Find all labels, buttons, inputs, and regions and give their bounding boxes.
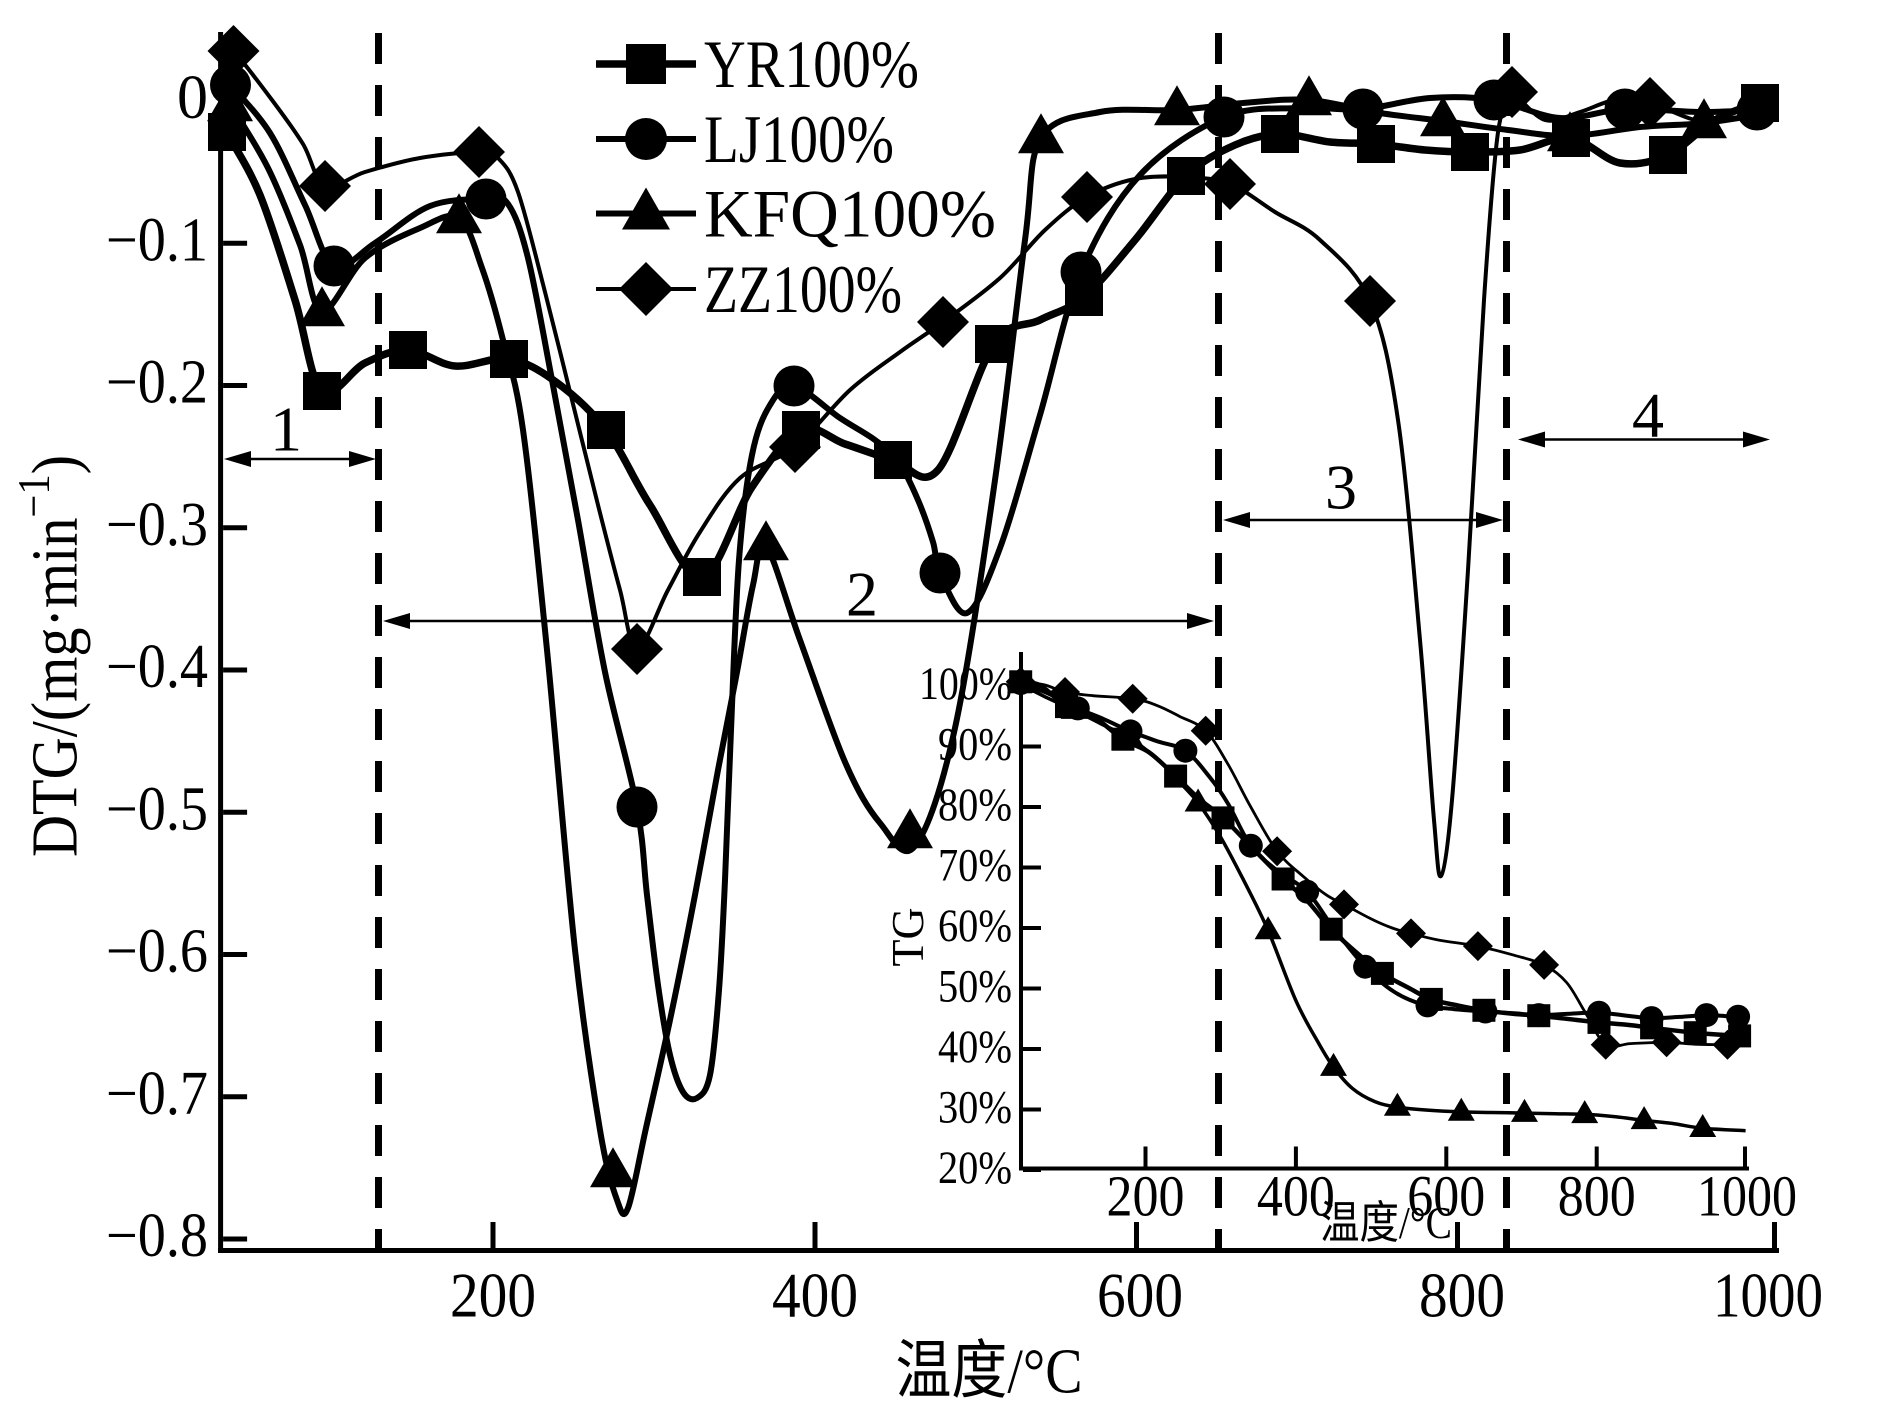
svg-text:−0.5: −0.5 — [106, 775, 208, 843]
svg-text:800: 800 — [1419, 1260, 1505, 1331]
svg-text:−0.3: −0.3 — [106, 491, 208, 559]
svg-text:−0.1: −0.1 — [106, 206, 208, 274]
svg-text:800: 800 — [1558, 1164, 1636, 1229]
svg-text:4: 4 — [1632, 380, 1664, 451]
svg-text:40%: 40% — [938, 1021, 1012, 1073]
svg-text:KFQ100%: KFQ100% — [704, 176, 996, 252]
svg-text:600: 600 — [1097, 1260, 1183, 1331]
svg-text:80%: 80% — [938, 779, 1012, 831]
svg-text:30%: 30% — [938, 1082, 1012, 1134]
svg-text:200: 200 — [450, 1260, 536, 1331]
svg-text:400: 400 — [1257, 1164, 1335, 1229]
svg-text:DTG/(mg·min−1): DTG/(mg·min−1) — [8, 455, 92, 857]
svg-text:0: 0 — [177, 64, 208, 132]
svg-text:LJ100%: LJ100% — [704, 101, 894, 177]
svg-text:1: 1 — [270, 394, 302, 465]
svg-text:1000: 1000 — [1713, 1260, 1823, 1331]
svg-text:70%: 70% — [938, 840, 1012, 892]
svg-text:400: 400 — [772, 1260, 858, 1331]
svg-text:−0.7: −0.7 — [106, 1060, 208, 1128]
svg-text:3: 3 — [1325, 452, 1357, 523]
svg-text:温度/°C: 温度/°C — [896, 1336, 1083, 1407]
svg-text:YR100%: YR100% — [704, 26, 919, 102]
svg-text:温度/°C: 温度/°C — [1320, 1198, 1452, 1248]
svg-text:20%: 20% — [938, 1142, 1012, 1194]
svg-text:600: 600 — [1407, 1164, 1485, 1229]
svg-text:−0.4: −0.4 — [106, 633, 208, 701]
svg-text:50%: 50% — [938, 961, 1012, 1013]
svg-text:60%: 60% — [938, 900, 1012, 952]
svg-text:TG: TG — [883, 908, 933, 967]
svg-text:ZZ100%: ZZ100% — [704, 251, 902, 327]
svg-text:−0.8: −0.8 — [106, 1202, 208, 1270]
svg-text:2: 2 — [846, 559, 878, 630]
svg-text:1000: 1000 — [1697, 1164, 1797, 1229]
svg-text:200: 200 — [1107, 1164, 1185, 1229]
svg-text:−0.2: −0.2 — [106, 349, 208, 417]
svg-text:−0.6: −0.6 — [106, 918, 208, 986]
